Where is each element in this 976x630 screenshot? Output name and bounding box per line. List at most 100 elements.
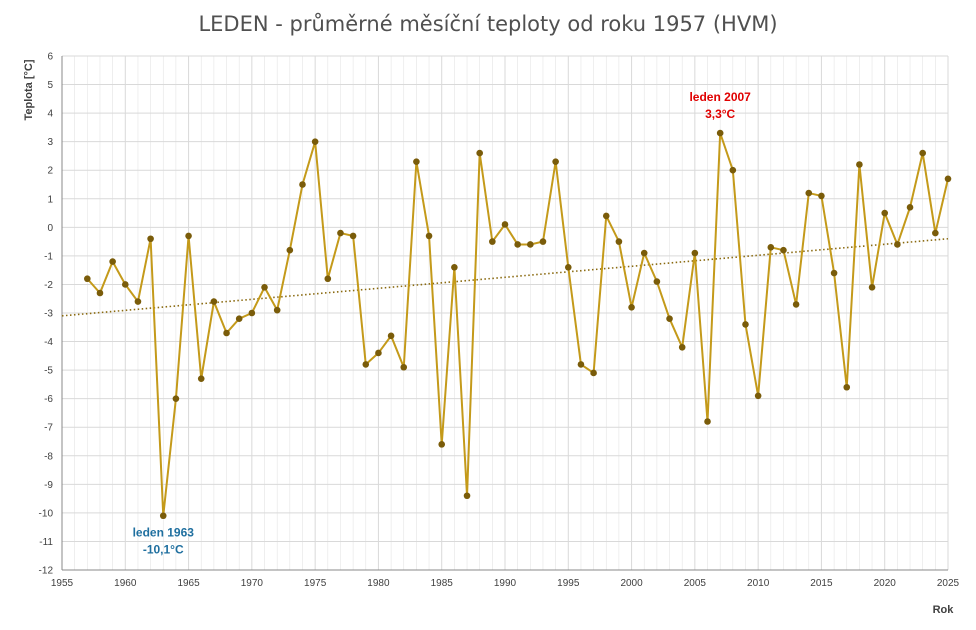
data-point [818, 192, 825, 200]
data-point [197, 375, 205, 382]
annotation-min-text: -10,1°C [143, 543, 184, 557]
annotation-min-text: leden 1963 [133, 526, 195, 540]
x-tick-label: 1985 [431, 578, 454, 589]
y-tick-label: 5 [47, 80, 53, 91]
data-point [311, 138, 319, 145]
y-tick-label: -4 [44, 337, 53, 348]
data-point [729, 166, 737, 174]
x-axis-label: Rok [933, 604, 955, 616]
x-tick-label: 2000 [620, 578, 643, 589]
data-point [514, 241, 521, 248]
data-point [767, 244, 775, 251]
data-point [210, 298, 218, 305]
data-point [337, 229, 344, 237]
data-point [805, 189, 813, 197]
y-tick-label: -1 [44, 251, 53, 262]
y-tick-label: 6 [47, 52, 53, 63]
data-point [286, 246, 294, 254]
x-tick-label: 1970 [241, 578, 264, 589]
data-point [640, 249, 648, 257]
data-point [792, 301, 800, 308]
axes [61, 56, 948, 571]
y-tick-label: 3 [47, 137, 53, 148]
data-point [362, 361, 370, 368]
y-tick-label: -6 [44, 394, 53, 405]
data-point [172, 395, 180, 402]
series [84, 129, 952, 520]
data-point [248, 309, 256, 317]
data-point [324, 275, 332, 283]
data-point [425, 232, 433, 240]
data-point [147, 235, 154, 243]
data-point [552, 158, 559, 165]
data-point [754, 392, 762, 400]
data-point [476, 149, 483, 157]
annotation-max-text: leden 2007 [689, 90, 751, 104]
data-point [843, 383, 851, 391]
data-point [602, 212, 610, 220]
y-tick-label: -2 [44, 280, 53, 291]
data-point [691, 249, 699, 257]
data-point [134, 298, 142, 305]
y-tick-label: -12 [39, 566, 54, 577]
x-tick-label: 1955 [51, 578, 74, 589]
data-point [564, 264, 572, 271]
data-point [868, 284, 876, 291]
data-point [615, 238, 623, 245]
x-tick-label: 1980 [367, 578, 390, 589]
data-point [704, 418, 711, 425]
data-point [159, 512, 167, 520]
data-point [387, 332, 395, 340]
data-point [451, 264, 458, 271]
data-point [856, 161, 863, 168]
data-point [906, 204, 914, 211]
data-point [96, 289, 104, 297]
y-tick-label: 0 [47, 223, 53, 234]
x-tick-label: 1965 [177, 578, 200, 589]
y-tick-label: -8 [44, 451, 53, 462]
data-point [932, 229, 939, 237]
data-point [299, 181, 306, 188]
data-point [830, 269, 838, 277]
data-point [349, 232, 357, 240]
x-tick-label: 1995 [557, 578, 580, 589]
x-tick-label: 2010 [747, 578, 770, 589]
y-tick-label: 1 [47, 194, 53, 205]
data-point [527, 241, 534, 248]
data-point [666, 315, 673, 323]
data-point [413, 158, 420, 165]
data-point [223, 329, 230, 337]
y-tick-label: -5 [44, 366, 53, 377]
y-tick-label: 4 [47, 109, 53, 120]
data-point [261, 284, 268, 291]
data-point [577, 361, 585, 368]
data-point [919, 149, 926, 157]
data-point [273, 306, 281, 314]
y-tick-label: -9 [44, 480, 53, 491]
x-tick-label: 1990 [494, 578, 517, 589]
data-point [678, 343, 686, 351]
y-tick-label: 2 [47, 166, 53, 177]
chart-title: LEDEN - průměrné měsíční teploty od roku… [198, 12, 778, 36]
data-point [742, 321, 749, 328]
data-point [780, 246, 787, 254]
y-axis-label: Teplota [°C] [23, 59, 35, 120]
data-point [121, 281, 129, 288]
data-point [235, 315, 243, 323]
annotations: leden 2007 3,3°C leden 1963 -10,1°C [133, 90, 752, 557]
data-point [84, 275, 91, 283]
x-tick-label: 1975 [304, 578, 327, 589]
y-tick-label: -10 [39, 508, 54, 519]
annotation-max-text: 3,3°C [705, 107, 735, 121]
data-point [539, 238, 547, 245]
x-tick-label: 1960 [114, 578, 137, 589]
y-tick-label: -7 [44, 423, 53, 434]
data-point [375, 349, 382, 357]
data-point [400, 363, 408, 371]
data-point [653, 278, 661, 285]
data-point [501, 221, 509, 228]
data-point [716, 129, 724, 137]
data-point [894, 241, 901, 248]
data-point [463, 492, 471, 500]
